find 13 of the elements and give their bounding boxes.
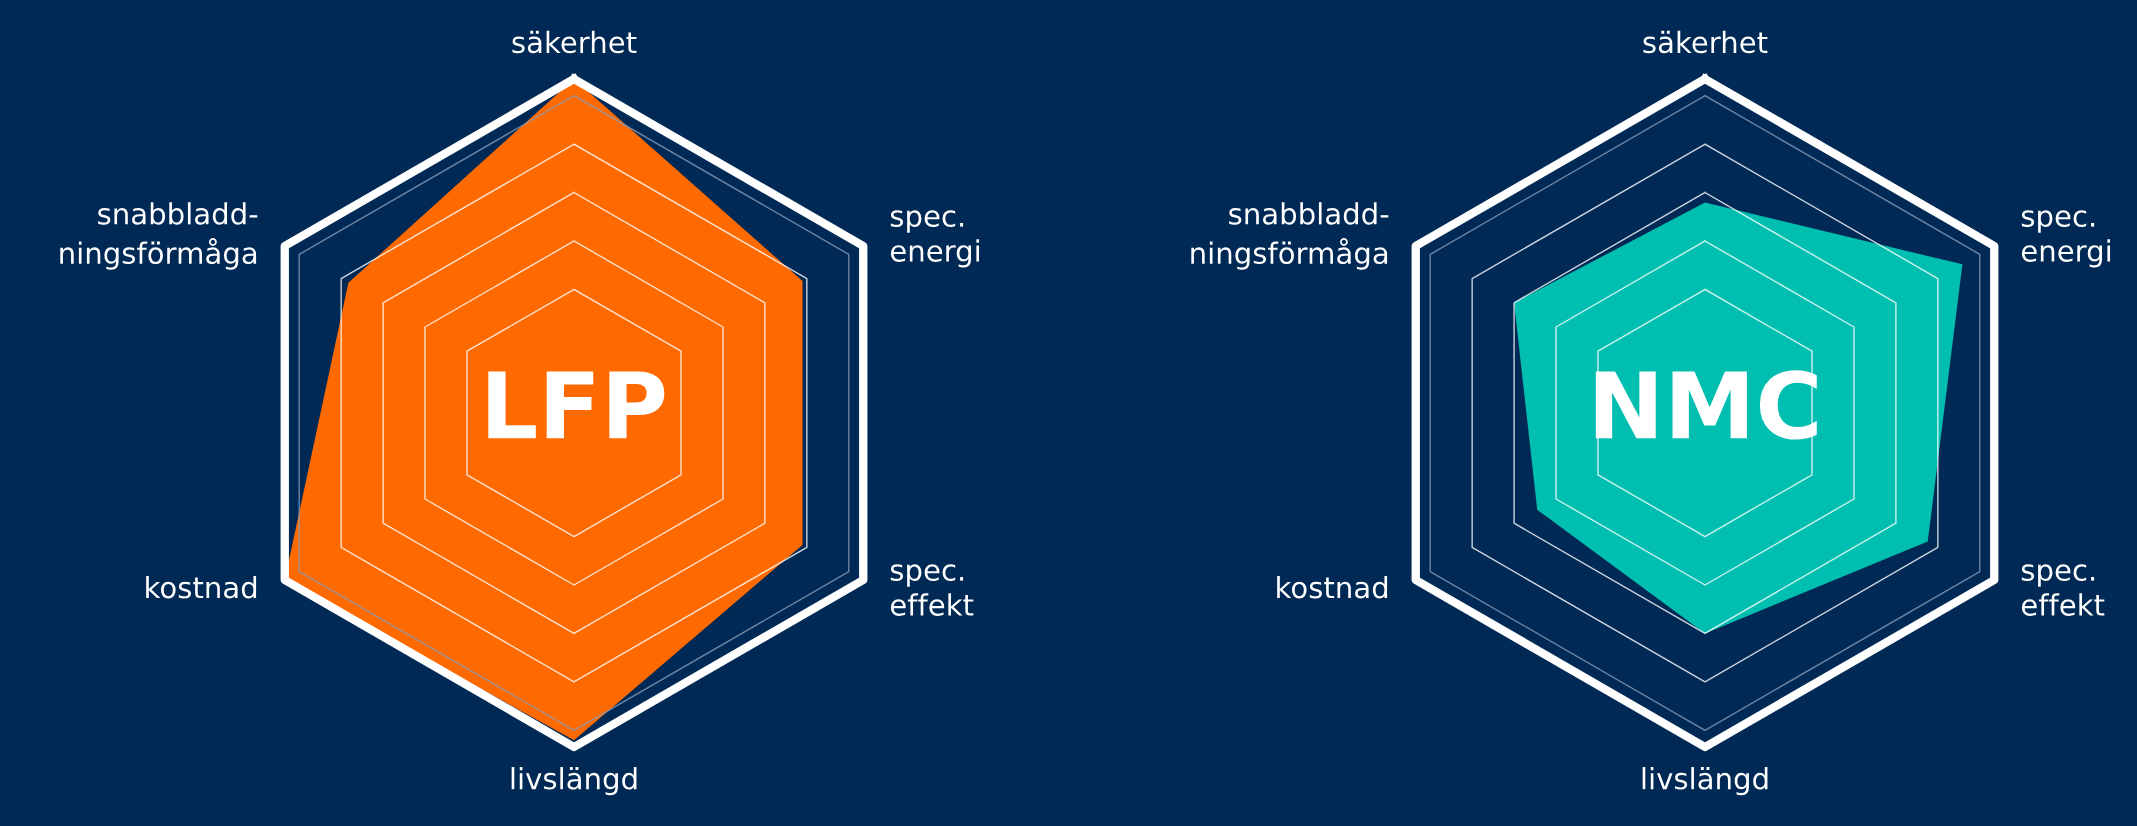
text: LFP — [488, 371, 665, 439]
spoke-label: snabbladd- ningsförmåga — [1191, 202, 1389, 270]
spoke-label: livslängd — [1642, 767, 1768, 796]
spoke-label: säkerhet — [1643, 30, 1768, 54]
spoke-label: säkerhet — [512, 30, 637, 54]
spoke-label: livslängd — [511, 767, 637, 796]
spoke-label: spec. energi — [890, 210, 980, 268]
spoke-label: spec. effekt — [890, 564, 974, 616]
spoke-label: spec. energi — [2021, 210, 2111, 268]
spoke-label: kostnad — [1277, 575, 1388, 599]
spoke-label: snabbladd- ningsförmåga — [60, 202, 258, 270]
spoke-label: spec. effekt — [2021, 564, 2105, 616]
spoke-label: kostnad — [146, 575, 257, 599]
